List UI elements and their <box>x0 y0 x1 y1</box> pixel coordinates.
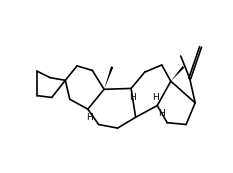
Text: H: H <box>86 113 93 122</box>
Text: H: H <box>152 93 159 102</box>
Polygon shape <box>104 66 113 89</box>
Polygon shape <box>171 66 184 81</box>
Text: H: H <box>158 109 165 118</box>
Text: H: H <box>129 93 135 102</box>
